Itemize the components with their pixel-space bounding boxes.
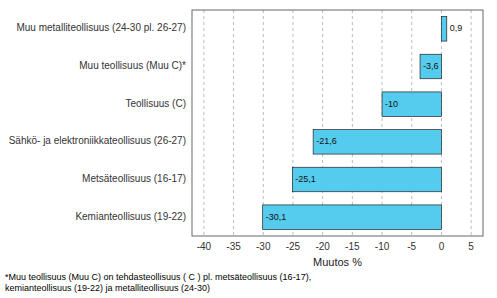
bar <box>382 92 441 116</box>
data-label: -3,6 <box>423 61 439 71</box>
data-label: -21,6 <box>316 136 337 146</box>
plot-frame <box>192 10 483 236</box>
chart: Kemianteollisuus (19-22) Metsäteollisuus … <box>0 0 497 298</box>
grid-line <box>411 10 412 236</box>
data-label: -25,1 <box>295 174 316 184</box>
bar <box>441 17 446 41</box>
data-label: -30,1 <box>266 212 287 222</box>
grid-line <box>322 10 323 236</box>
grid-line <box>352 10 353 236</box>
grid-line <box>292 10 293 236</box>
x-axis-label: Muutos % <box>313 256 362 268</box>
bar <box>420 54 441 78</box>
data-label: 0,9 <box>450 23 463 33</box>
bars <box>263 17 447 230</box>
data-label: -10 <box>385 99 398 109</box>
category-label: Metsäteollisuus (16-17) <box>82 173 186 184</box>
x-tick-label: 0 <box>439 241 445 252</box>
x-tick-label: -35 <box>226 241 241 252</box>
bar <box>263 205 442 229</box>
grid-line <box>233 10 234 236</box>
data-labels: -30,1 -25,1 -21,6 -10 -3,6 0,9 <box>266 23 463 221</box>
category-label: Muu metalliteollisuus (24-30 pl. 26-27) <box>16 22 186 33</box>
grid-line <box>203 10 204 236</box>
grid-line <box>382 10 383 236</box>
x-tick-label: -15 <box>345 241 360 252</box>
category-label: Teollisuus (C) <box>125 98 186 109</box>
bar <box>292 167 441 191</box>
grid <box>204 10 471 236</box>
x-tick-label: -25 <box>286 241 301 252</box>
bar <box>313 130 441 154</box>
x-tick-labels: -40 -35 -30 -25 -20 -15 -10 -5 0 5 <box>197 241 475 252</box>
grid-line <box>263 10 264 236</box>
category-label: Kemianteollisuus (19-22) <box>75 211 186 222</box>
x-tick-label: -40 <box>197 241 212 252</box>
x-tick-label: -20 <box>315 241 330 252</box>
category-label: Sähkö- ja elektroniikkateollisuus (26-27… <box>9 135 186 146</box>
grid-line <box>441 10 442 236</box>
footnote: *Muu teollisuus (Muu C) on tehdasteollis… <box>5 272 311 293</box>
grid-line <box>471 10 472 236</box>
category-label: Muu teollisuus (Muu C)* <box>79 60 186 71</box>
x-tick-label: -5 <box>407 241 416 252</box>
y-tick-labels: Kemianteollisuus (19-22) Metsäteollisuus … <box>9 22 186 221</box>
x-tick-label: 5 <box>468 241 474 252</box>
x-tick-label: -10 <box>375 241 390 252</box>
x-tick-label: -30 <box>256 241 271 252</box>
